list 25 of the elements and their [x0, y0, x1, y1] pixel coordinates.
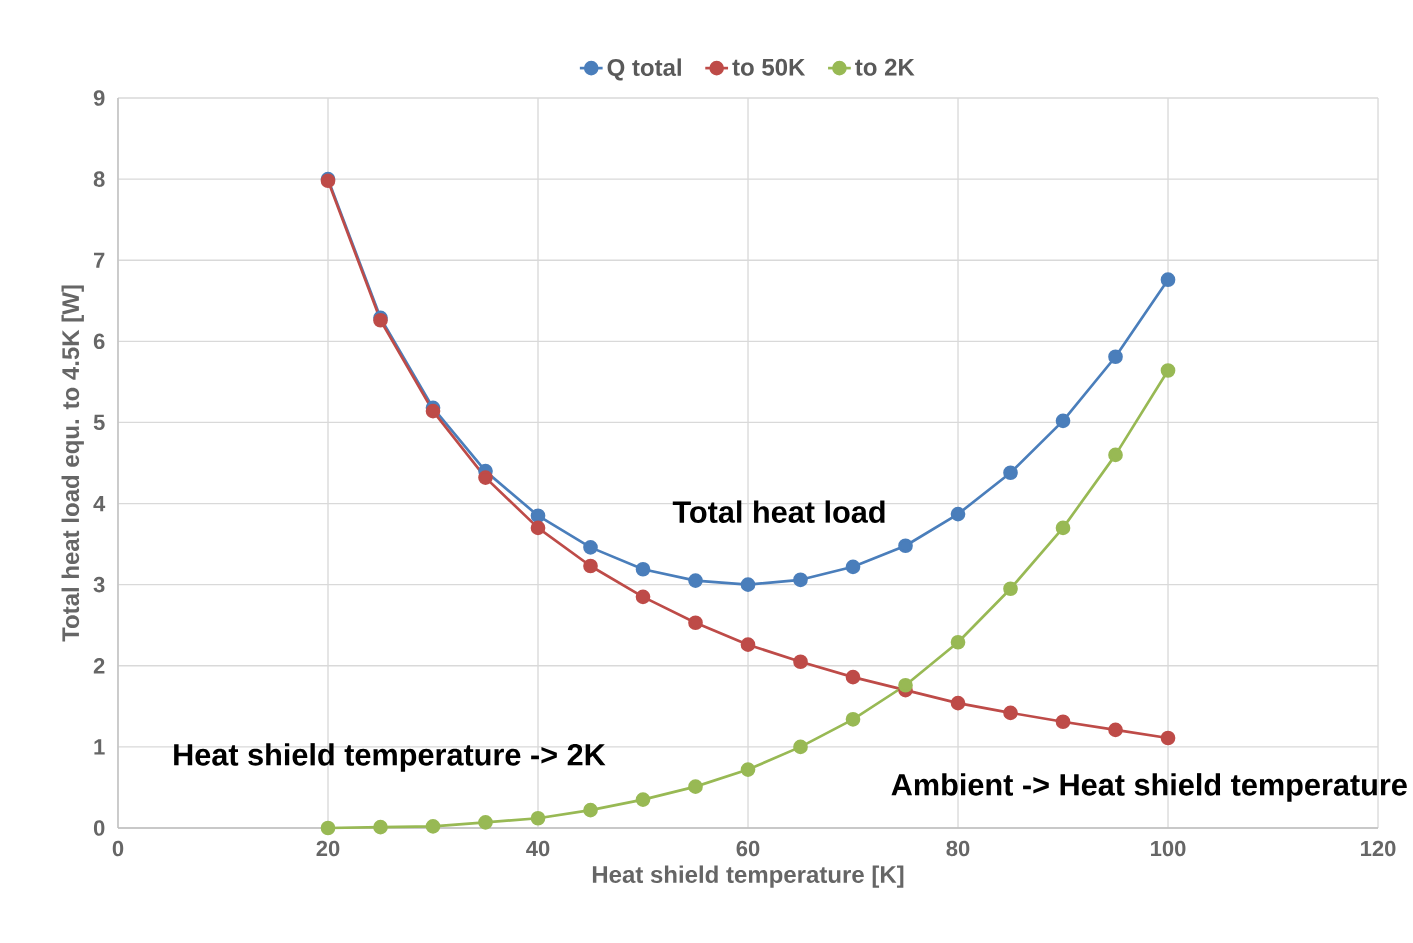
y-tick-label: 5 — [93, 414, 105, 431]
y-tick-label: 6 — [93, 333, 105, 350]
y-tick-label: 1 — [94, 739, 105, 755]
annotation: Heat shield temperature -> 2K — [174, 743, 606, 772]
x-tick-label: 60 — [736, 840, 760, 857]
annotation: Ambient -> Heat shield temperature — [891, 773, 1407, 802]
x-axis-title: Heat shield temperature [K] — [592, 865, 904, 888]
y-tick-label: 4 — [93, 495, 106, 512]
x-tick-label: 40 — [526, 840, 550, 857]
y-tick-label: 0 — [93, 820, 105, 836]
x-tick-label: 20 — [316, 840, 340, 857]
x-tick-label: 80 — [946, 840, 970, 857]
legend-label: Q total — [607, 58, 681, 81]
y-tick-label: 7 — [94, 252, 105, 268]
legend-label: to 50K — [732, 58, 806, 76]
y-axis-title: Total heat load equ. to 4.5K [W] — [61, 285, 84, 642]
x-tick-label: 120 — [1361, 840, 1396, 857]
y-tick-label: 9 — [93, 90, 105, 106]
legend-label: to 2K — [855, 58, 915, 76]
y-tick-label: 2 — [93, 658, 105, 674]
x-tick-label: 100 — [1151, 840, 1186, 857]
x-tick-label: 0 — [112, 840, 124, 857]
y-tick-label: 3 — [93, 576, 105, 593]
y-tick-label: 8 — [93, 171, 105, 187]
annotation: Total heat load — [672, 500, 885, 523]
